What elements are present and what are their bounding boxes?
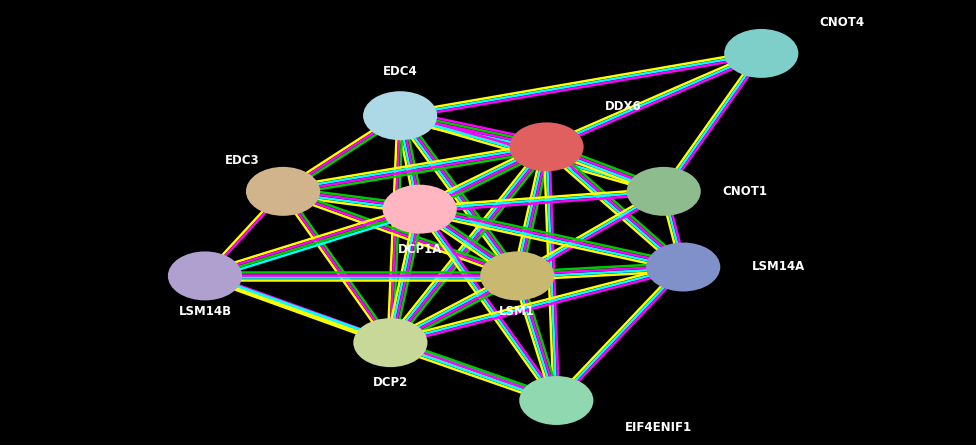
Text: LSM14B: LSM14B [179,305,231,318]
Text: EIF4ENIF1: EIF4ENIF1 [625,421,692,434]
Text: LSM14A: LSM14A [752,260,805,274]
Text: LSM1: LSM1 [500,305,535,318]
Text: DDX6: DDX6 [605,100,642,113]
Text: CNOT4: CNOT4 [820,16,865,29]
Text: DCP1A: DCP1A [397,243,442,256]
Text: CNOT1: CNOT1 [722,185,767,198]
Ellipse shape [353,318,427,367]
Ellipse shape [383,185,457,234]
Ellipse shape [168,251,242,300]
Ellipse shape [246,167,320,216]
Ellipse shape [480,251,554,300]
Ellipse shape [724,29,798,78]
Ellipse shape [363,91,437,140]
Ellipse shape [519,376,593,425]
Text: DCP2: DCP2 [373,376,408,389]
Text: EDC4: EDC4 [383,65,418,78]
Ellipse shape [509,122,584,171]
Text: EDC3: EDC3 [224,154,259,167]
Ellipse shape [627,167,701,216]
Ellipse shape [646,243,720,291]
